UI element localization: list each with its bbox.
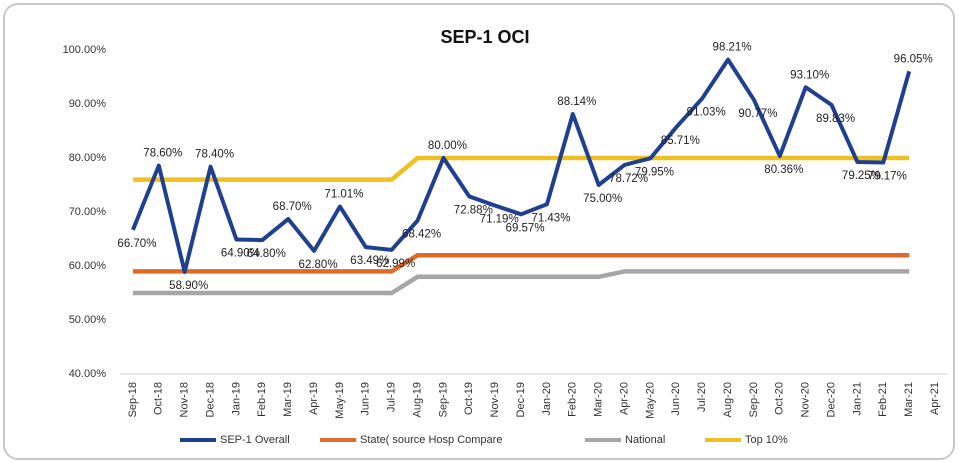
data-label: 88.14% [557, 96, 596, 108]
data-label: 64.80% [247, 248, 286, 260]
data-label: 80.36% [764, 164, 803, 176]
data-label: 64.90% [221, 248, 260, 260]
y-tick-label: 70.00% [69, 206, 107, 218]
x-tick-label: Nov-18 [179, 382, 191, 417]
x-tick-label: Feb-19 [256, 382, 268, 417]
x-tick-label: Dec-19 [515, 382, 527, 417]
data-label: 78.72% [609, 173, 648, 185]
series-line [131, 57, 912, 274]
data-label: 93.10% [790, 69, 829, 81]
data-label: 66.70% [117, 238, 156, 250]
x-tick-label: Oct-19 [463, 382, 475, 415]
data-label: 58.90% [169, 280, 208, 292]
data-label: 63.49% [350, 255, 389, 267]
x-tick-label: Jun-19 [360, 382, 372, 416]
legend-label: State( source Hosp Compare [360, 434, 502, 446]
data-label: 98.21% [713, 42, 752, 54]
x-tick-label: Dec-18 [204, 382, 216, 417]
x-tick-label: Jan-20 [541, 382, 553, 416]
x-tick-label: Mar-21 [903, 382, 915, 417]
data-label: 75.00% [583, 193, 622, 205]
chart-title: SEP-1 OCI [440, 27, 529, 47]
data-label: 71.43% [531, 212, 570, 224]
data-label: 79.95% [635, 166, 674, 178]
data-label: 85.71% [661, 135, 700, 147]
x-tick-label: Sep-18 [127, 382, 139, 417]
x-tick-label: Aug-20 [722, 382, 734, 417]
x-tick-label: Sep-20 [748, 382, 760, 417]
x-tick-label: Jan-19 [230, 382, 242, 416]
x-tick-label: Aug-19 [411, 382, 423, 417]
data-label: 72.88% [454, 204, 493, 216]
y-tick-label: 50.00% [69, 314, 107, 326]
x-tick-label: Sep-19 [437, 382, 449, 417]
x-tick-label: Mar-20 [593, 382, 605, 417]
y-tick-label: 100.00% [63, 44, 107, 56]
data-label: 96.05% [894, 53, 933, 65]
data-label: 79.17% [868, 171, 907, 183]
x-tick-label: Nov-19 [489, 382, 501, 417]
x-tick-label: Apr-20 [618, 382, 630, 415]
data-label: 80.00% [428, 140, 467, 152]
data-label: 68.70% [273, 201, 312, 213]
legend-label: SEP-1 Overall [220, 434, 290, 446]
data-label: 71.01% [324, 189, 363, 201]
series-line [132, 252, 910, 274]
data-label: 78.60% [143, 148, 182, 160]
x-tick-label: Jan-21 [851, 382, 863, 416]
legend-label: National [625, 434, 665, 446]
legend-label: Top 10% [745, 434, 788, 446]
data-label: 62.99% [376, 258, 415, 270]
y-tick-label: 40.00% [69, 368, 107, 380]
x-tick-label: Feb-21 [877, 382, 889, 417]
series-line [132, 269, 910, 296]
data-label: 90.77% [738, 108, 777, 120]
x-tick-label: Dec-20 [825, 382, 837, 417]
x-tick-label: May-20 [644, 382, 656, 419]
x-tick-label: Apr-21 [929, 382, 941, 415]
data-label: 91.03% [687, 106, 726, 118]
x-tick-label: Apr-19 [308, 382, 320, 415]
data-label: 69.57% [506, 222, 545, 234]
data-label: 68.42% [402, 229, 441, 241]
y-tick-label: 90.00% [69, 98, 107, 110]
y-tick-label: 80.00% [69, 152, 107, 164]
data-label: 71.19% [480, 214, 519, 226]
data-label: 62.80% [299, 259, 338, 271]
data-label: 79.25% [842, 170, 881, 182]
x-tick-label: Oct-18 [153, 382, 165, 415]
x-tick-label: Oct-20 [774, 382, 786, 415]
data-label: 78.40% [195, 149, 234, 161]
x-tick-label: May-19 [334, 382, 346, 419]
x-tick-label: Nov-20 [800, 382, 812, 417]
y-tick-label: 60.00% [69, 260, 107, 272]
x-tick-label: Feb-20 [567, 382, 579, 417]
x-tick-label: Mar-19 [282, 382, 294, 417]
data-label: 89.83% [816, 113, 855, 125]
x-tick-label: Jul-20 [696, 382, 708, 412]
x-tick-label: Jun-20 [670, 382, 682, 416]
x-tick-label: Jul-19 [386, 382, 398, 412]
chart-frame [3, 3, 955, 460]
